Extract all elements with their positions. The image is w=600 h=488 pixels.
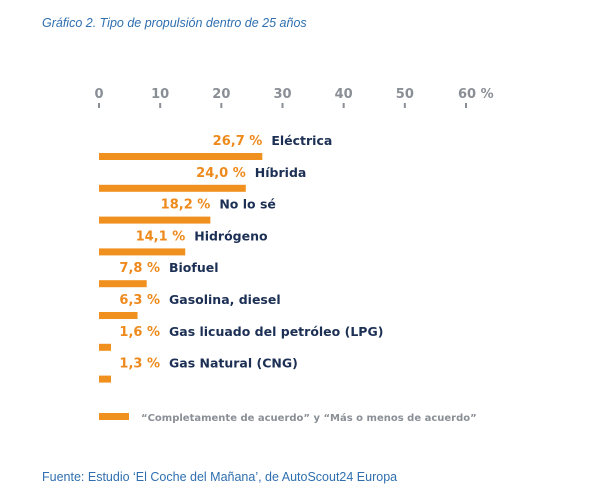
bar xyxy=(99,375,111,383)
tick-mark xyxy=(98,103,100,108)
category-label: Eléctrica xyxy=(271,133,332,148)
bar xyxy=(99,312,138,319)
x-axis: 0 10 20 30 40 50 60 % xyxy=(94,87,494,108)
bar-group: 18,2 % No lo sé xyxy=(99,197,276,224)
category-label: Gas Natural (CNG) xyxy=(169,356,298,371)
bar-group: 14,1 % Hidrógeno xyxy=(99,228,268,256)
tick-label: 10 xyxy=(151,87,169,102)
value-label: 7,8 % xyxy=(119,261,160,276)
category-label: Hidrógeno xyxy=(194,228,268,243)
tick-mark xyxy=(159,103,162,108)
value-label: 26,7 % xyxy=(213,134,263,149)
tick-mark xyxy=(403,103,406,108)
value-label: 24,0 % xyxy=(196,166,246,181)
tick-label: 50 xyxy=(396,87,414,102)
category-label: Biofuel xyxy=(169,260,219,275)
bar-group: 26,7 % Eléctrica xyxy=(99,133,332,160)
category-label: No lo sé xyxy=(219,197,276,212)
bars: 26,7 % Eléctrica 24,0 % Híbrida 18,2 % No lo … xyxy=(99,133,383,383)
legend-swatch xyxy=(99,413,129,420)
bar xyxy=(99,184,246,192)
tick-mark xyxy=(220,103,223,108)
source-note: Fuente: Estudio ‘El Coche del Mañana’, d… xyxy=(42,470,398,484)
bar xyxy=(99,216,211,224)
legend: “Completamente de acuerdo” y “Más o meno… xyxy=(99,412,477,424)
value-label: 6,3 % xyxy=(119,293,160,308)
category-label: Híbrida xyxy=(255,165,307,180)
value-label: 18,2 % xyxy=(161,198,211,213)
chart-title: Gráfico 2. Tipo de propulsión dentro de … xyxy=(42,16,307,30)
tick-label: 0 xyxy=(94,87,103,102)
bar xyxy=(99,153,263,160)
bar-group: 24,0 % Híbrida xyxy=(99,165,306,192)
tick-label: 20 xyxy=(212,87,230,102)
bar-group: 6,3 % Gasolina, diesel xyxy=(99,292,281,319)
value-label: 14,1 % xyxy=(136,229,186,244)
bar xyxy=(99,248,186,256)
tick-mark xyxy=(465,103,467,108)
value-label: 1,3 % xyxy=(119,357,160,372)
tick-mark xyxy=(281,103,284,108)
bar-group: 1,6 % Gas licuado del petróleo (LPG) xyxy=(99,324,383,351)
bar-group: 7,8 % Biofuel xyxy=(99,260,219,288)
tick-mark xyxy=(342,103,345,108)
category-label: Gas licuado del petróleo (LPG) xyxy=(169,324,383,339)
tick-label: 40 xyxy=(335,87,353,102)
value-label: 1,6 % xyxy=(119,325,160,340)
category-label: Gasolina, diesel xyxy=(169,292,281,307)
tick-label: 30 xyxy=(273,87,291,102)
bar-group: 1,3 % Gas Natural (CNG) xyxy=(99,356,298,383)
tick-label: 60 % xyxy=(458,87,494,102)
bar xyxy=(99,343,111,351)
bar xyxy=(99,280,147,288)
legend-label: “Completamente de acuerdo” y “Más o meno… xyxy=(141,412,477,424)
bar-chart: 0 10 20 30 40 50 60 % 26,7 % Eléctrica 24,0 % Híb… xyxy=(94,87,494,424)
